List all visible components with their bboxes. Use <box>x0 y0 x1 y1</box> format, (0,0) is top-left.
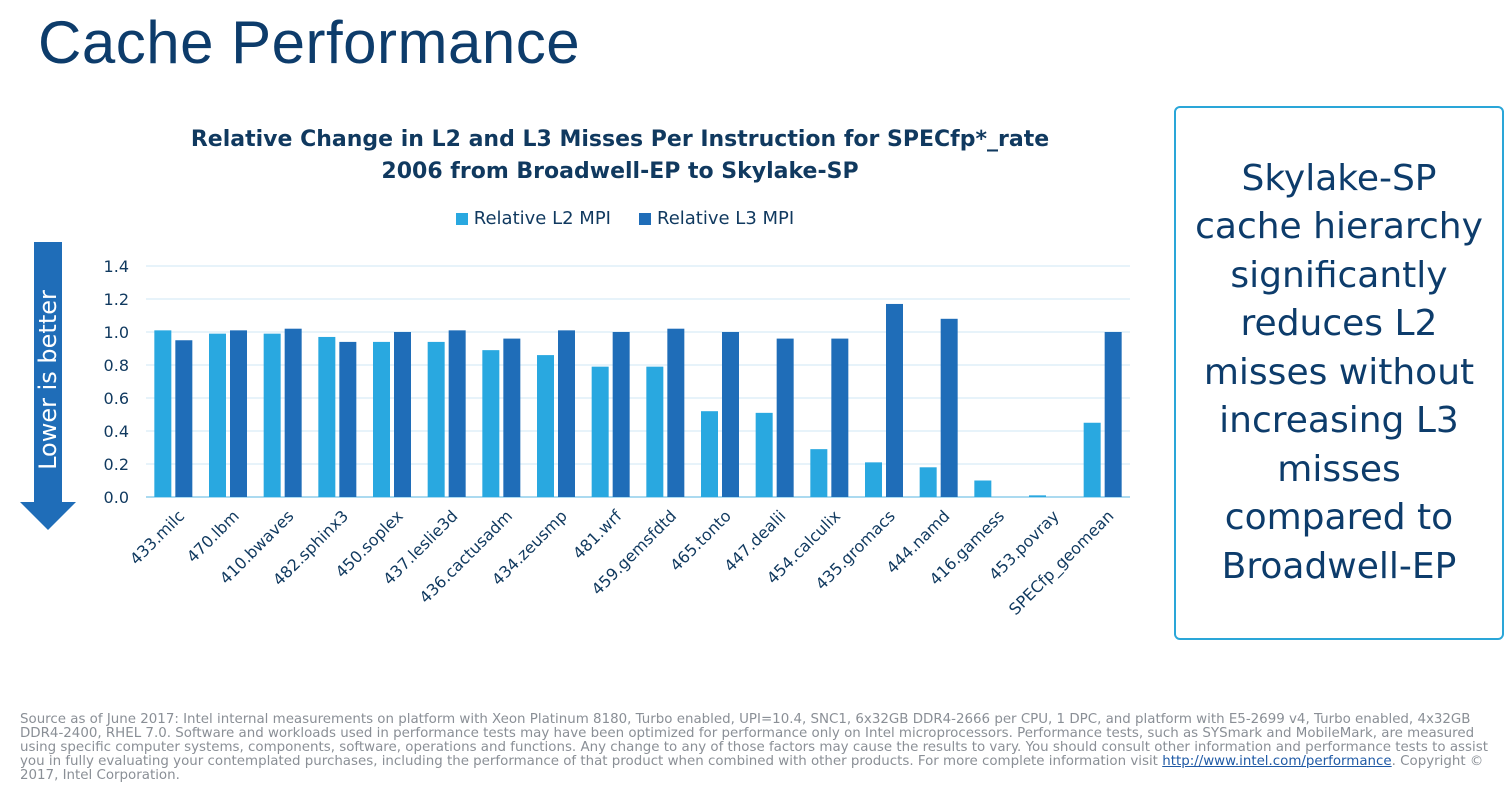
bar-l2 <box>646 366 664 497</box>
legend-swatch-l2 <box>455 212 468 225</box>
chart-legend: Relative L2 MPI Relative L3 MPI <box>0 208 1250 229</box>
bar-l2 <box>427 341 445 497</box>
y-tick-label: 1.4 <box>104 257 129 276</box>
x-tick-label: 433.milc <box>126 506 188 568</box>
callout-text: Skylake-SP cache hierarchy significantly… <box>1195 157 1483 587</box>
x-tick-label: SPECfp_geomean <box>1005 506 1118 619</box>
bar-l2 <box>373 341 390 497</box>
legend-item-l3: Relative L3 MPI <box>639 208 794 229</box>
y-tick-label: 0.6 <box>104 389 129 408</box>
bar-l2 <box>263 333 281 497</box>
y-tick-label: 0.2 <box>104 455 129 474</box>
bar-l3 <box>558 330 575 497</box>
bar-chart: 0.00.20.40.60.81.01.21.4433.milc470.lbm4… <box>104 257 1130 620</box>
bar-l3 <box>284 328 302 497</box>
x-tick-label: 481.wrf <box>569 506 626 563</box>
footnote-text: Source as of June 2017: Intel internal m… <box>20 712 1488 769</box>
bar-l2 <box>1083 422 1101 497</box>
performance-link[interactable]: http://www.intel.com/performance <box>1162 754 1392 769</box>
bar-l3 <box>339 341 357 497</box>
bar-l3 <box>394 332 411 497</box>
bar-l3 <box>503 338 521 497</box>
footnote-tail: . Copyright © 2017, Intel Corporation. <box>20 754 1484 783</box>
bar-l3 <box>612 332 630 497</box>
bar-l2 <box>865 462 882 497</box>
bar-l3 <box>1104 332 1122 497</box>
bar-l3 <box>831 338 849 497</box>
legend-label-l3: Relative L3 MPI <box>657 208 795 229</box>
chart-title: Relative Change in L2 and L3 Misses Per … <box>190 127 1050 184</box>
bar-l3 <box>722 332 739 497</box>
page-title: Cache Performance <box>38 9 581 76</box>
bar-l2 <box>701 411 718 497</box>
y-tick-label: 1.0 <box>104 323 129 342</box>
bar-l2 <box>810 449 828 497</box>
bar-l2 <box>591 366 609 497</box>
bar-l2 <box>974 480 992 497</box>
bar-l2 <box>318 336 336 497</box>
bar-l2 <box>537 355 554 497</box>
x-tick-label: 436.cactusadm <box>416 506 517 607</box>
bar-l2 <box>154 330 172 497</box>
y-tick-label: 0.8 <box>104 356 129 375</box>
bar-l3 <box>448 330 466 497</box>
bar-l3 <box>230 330 247 497</box>
bar-l3 <box>940 318 958 497</box>
footnote: Source as of June 2017: Intel internal m… <box>20 713 1508 783</box>
legend-label-l2: Relative L2 MPI <box>473 208 611 229</box>
legend-item-l2: Relative L2 MPI <box>455 208 611 229</box>
y-tick-label: 1.2 <box>104 290 129 309</box>
y-tick-label: 0.0 <box>104 488 129 507</box>
bar-l2 <box>919 467 937 497</box>
bar-l2 <box>209 333 226 497</box>
bar-l2 <box>482 350 500 497</box>
bar-l2 <box>1029 495 1046 497</box>
bar-l3 <box>886 303 903 497</box>
bar-l3 <box>776 338 794 497</box>
down-arrow-icon <box>20 242 76 530</box>
bar-l3 <box>175 340 193 497</box>
y-tick-label: 0.4 <box>104 422 129 441</box>
bar-l3 <box>667 328 685 497</box>
callout-box: Skylake-SP cache hierarchy significantly… <box>1174 106 1504 640</box>
legend-swatch-l3 <box>639 212 651 225</box>
bar-l2 <box>755 412 773 497</box>
